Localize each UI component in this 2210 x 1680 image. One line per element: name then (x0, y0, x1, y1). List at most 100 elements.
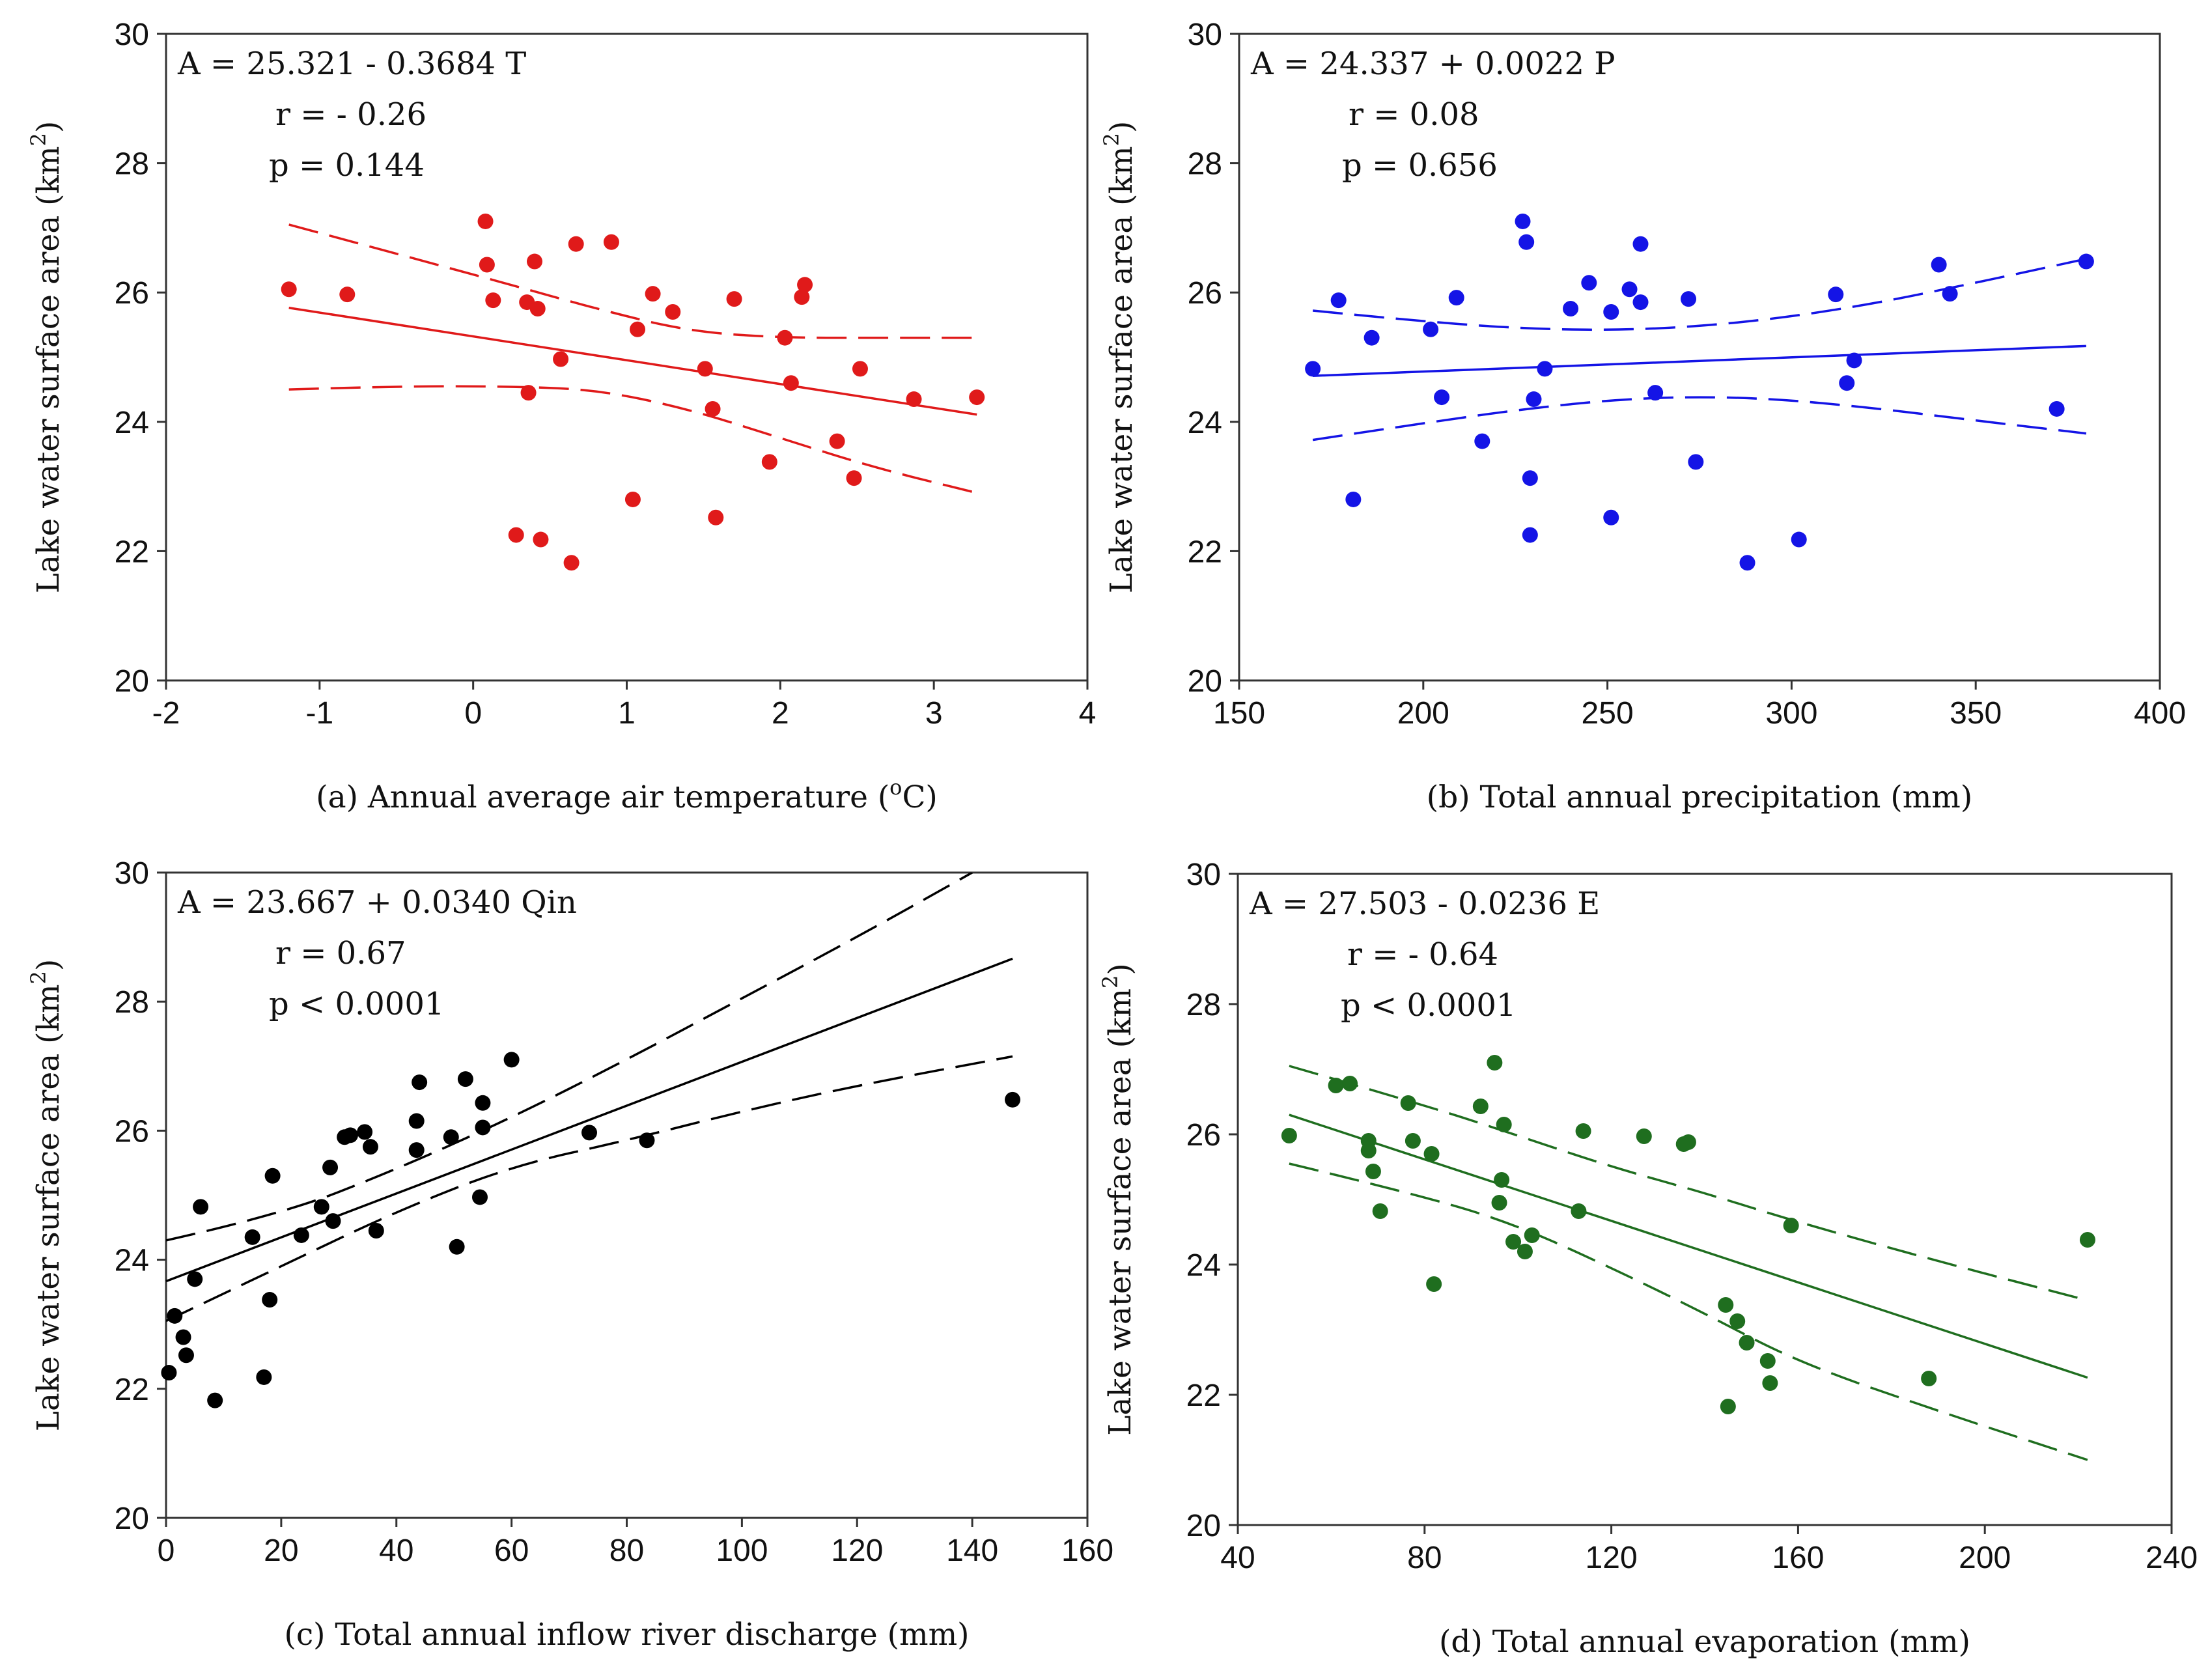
y-tick-label: 20 (1188, 664, 1222, 699)
y-tick-label: 20 (115, 664, 149, 699)
x-tick-label: -1 (305, 696, 333, 731)
data-point (1603, 303, 1619, 320)
y-tick-label: 26 (1186, 1118, 1221, 1153)
x-tick-label: 2 (772, 696, 789, 731)
y-tick-label: 22 (1188, 535, 1222, 569)
data-point (1305, 361, 1321, 377)
data-point (1496, 1117, 1512, 1132)
data-point (471, 1189, 488, 1205)
data-point (508, 527, 524, 543)
p-value: p < 0.0001 (1341, 987, 1516, 1024)
data-point (1524, 1227, 1540, 1243)
data-point (529, 301, 546, 317)
data-point (244, 1229, 260, 1245)
x-tick-label: 4 (1079, 696, 1097, 731)
data-point (362, 1139, 378, 1155)
x-tick-label: 140 (946, 1533, 998, 1568)
correlation-r: r = - 0.26 (275, 96, 427, 133)
data-point (1688, 454, 1704, 470)
y-tick-label: 24 (1188, 406, 1222, 440)
data-point (1434, 389, 1450, 406)
data-point (1839, 375, 1855, 391)
x-tick-label: 160 (1772, 1541, 1824, 1575)
data-point (797, 277, 813, 293)
x-tick-label: 60 (494, 1533, 529, 1568)
data-point (624, 491, 641, 507)
x-axis-label: (b) Total annual precipitation (mm) (1427, 779, 1972, 815)
data-point (1281, 1128, 1297, 1143)
data-point (175, 1329, 191, 1345)
data-point (1345, 491, 1362, 507)
data-point (1517, 1244, 1533, 1259)
data-point (1364, 329, 1380, 346)
correlation-r: r = 0.08 (1349, 96, 1479, 133)
data-point (1581, 275, 1597, 291)
data-point (325, 1213, 341, 1229)
data-point (1505, 1234, 1522, 1250)
x-tick-label: 150 (1213, 696, 1265, 731)
ci-lower-line (1312, 396, 2087, 441)
plot-frame (1237, 873, 2173, 1526)
p-value: p = 0.144 (269, 147, 425, 184)
data-point (1931, 257, 1947, 273)
data-point (262, 1292, 278, 1308)
data-point (475, 1095, 491, 1111)
data-point (1632, 236, 1649, 252)
ci-lower-line (166, 1055, 1013, 1323)
x-tick-label: 200 (1397, 696, 1449, 731)
data-point (1636, 1128, 1652, 1144)
regression-equation: A = 27.503 - 0.0236 E (1249, 886, 1600, 922)
data-point (1729, 1313, 1746, 1329)
data-point (2049, 400, 2065, 417)
data-point (475, 1119, 491, 1136)
data-point (581, 1125, 598, 1141)
y-axis-label: Lake water surface area (km2) (26, 121, 66, 594)
y-tick-label: 26 (1188, 276, 1222, 311)
x-tick-label: 160 (1061, 1533, 1113, 1568)
data-point (479, 257, 495, 273)
data-point (1921, 1371, 1937, 1386)
data-point (503, 1052, 520, 1068)
data-point (1681, 291, 1697, 307)
ci-upper-line (1312, 257, 2087, 331)
data-point (1328, 1078, 1344, 1093)
data-point (1537, 361, 1553, 377)
data-point (449, 1239, 465, 1255)
data-point (1474, 433, 1490, 449)
data-point (1405, 1133, 1421, 1149)
data-point (293, 1227, 309, 1243)
data-point (2079, 1232, 2095, 1248)
data-point (1680, 1134, 1696, 1150)
ci-lower-line (288, 385, 977, 494)
data-point (178, 1347, 194, 1364)
regression-equation: A = 25.321 - 0.3684 T (177, 46, 526, 82)
x-tick-label: 400 (2134, 696, 2186, 731)
regression-equation: A = 24.337 + 0.0022 P (1250, 46, 1616, 82)
data-point (1400, 1095, 1416, 1111)
regression-line (288, 306, 977, 416)
y-tick-label: 24 (115, 1244, 149, 1278)
regression-line (165, 957, 1013, 1283)
y-tick-label: 20 (1186, 1509, 1221, 1543)
x-tick-label: 1 (618, 696, 636, 731)
x-axis-label: (a) Annual average air temperature (oC) (316, 775, 938, 815)
data-point (2078, 253, 2094, 270)
data-point (322, 1159, 339, 1175)
y-tick-label: 28 (115, 147, 149, 182)
data-point (1563, 301, 1579, 317)
p-value: p = 0.656 (1342, 147, 1498, 184)
regression-line (1313, 344, 2086, 377)
data-point (520, 385, 537, 401)
data-point (1632, 294, 1649, 311)
x-tick-label: 120 (831, 1533, 883, 1568)
data-point (357, 1124, 373, 1140)
data-point (485, 292, 501, 309)
ci-upper-line (288, 223, 977, 339)
x-tick-label: 20 (264, 1533, 298, 1568)
x-tick-label: 80 (1407, 1541, 1442, 1575)
data-point (207, 1392, 223, 1408)
x-tick-label: 200 (1959, 1541, 2011, 1575)
data-point (1828, 287, 1844, 303)
y-axis-label: Lake water surface area (km2) (1099, 121, 1140, 594)
x-tick-label: 120 (1586, 1541, 1638, 1575)
